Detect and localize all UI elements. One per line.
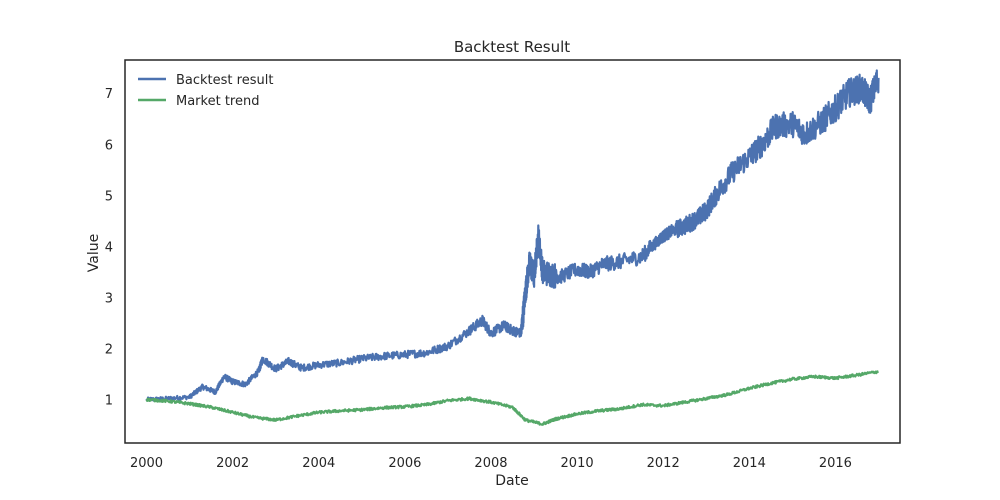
y-axis: 1 2 3 4 5 6 7 (105, 87, 113, 408)
x-tick-label: 2000 (130, 456, 163, 471)
legend: Backtest result Market trend (138, 73, 273, 109)
x-tick-label: 2014 (733, 456, 766, 471)
x-tick-label: 2010 (561, 456, 594, 471)
legend-label: Backtest result (176, 73, 273, 88)
y-tick-label: 3 (105, 291, 113, 306)
x-tick-label: 2008 (474, 456, 507, 471)
x-tick-label: 2016 (819, 456, 852, 471)
y-tick-label: 7 (105, 87, 113, 102)
x-axis: 2000 2002 2004 2006 2008 2010 2012 2014 2016 (130, 456, 852, 471)
x-tick-label: 2004 (302, 456, 335, 471)
y-axis-label: Value (86, 234, 102, 272)
chart-title: Backtest Result (454, 38, 570, 56)
y-tick-label: 6 (105, 138, 113, 153)
plot-area (124, 59, 901, 444)
x-tick-label: 2012 (647, 456, 680, 471)
y-tick-label: 4 (105, 240, 113, 255)
series-line-market-trend (145, 370, 879, 426)
y-tick-label: 5 (105, 189, 113, 204)
x-tick-label: 2006 (388, 456, 421, 471)
x-axis-label: Date (495, 473, 528, 489)
x-tick-label: 2002 (216, 456, 249, 471)
y-tick-label: 2 (105, 343, 113, 358)
series-line-backtest-result (145, 69, 880, 402)
y-tick-label: 1 (105, 394, 113, 409)
legend-label: Market trend (176, 94, 259, 109)
